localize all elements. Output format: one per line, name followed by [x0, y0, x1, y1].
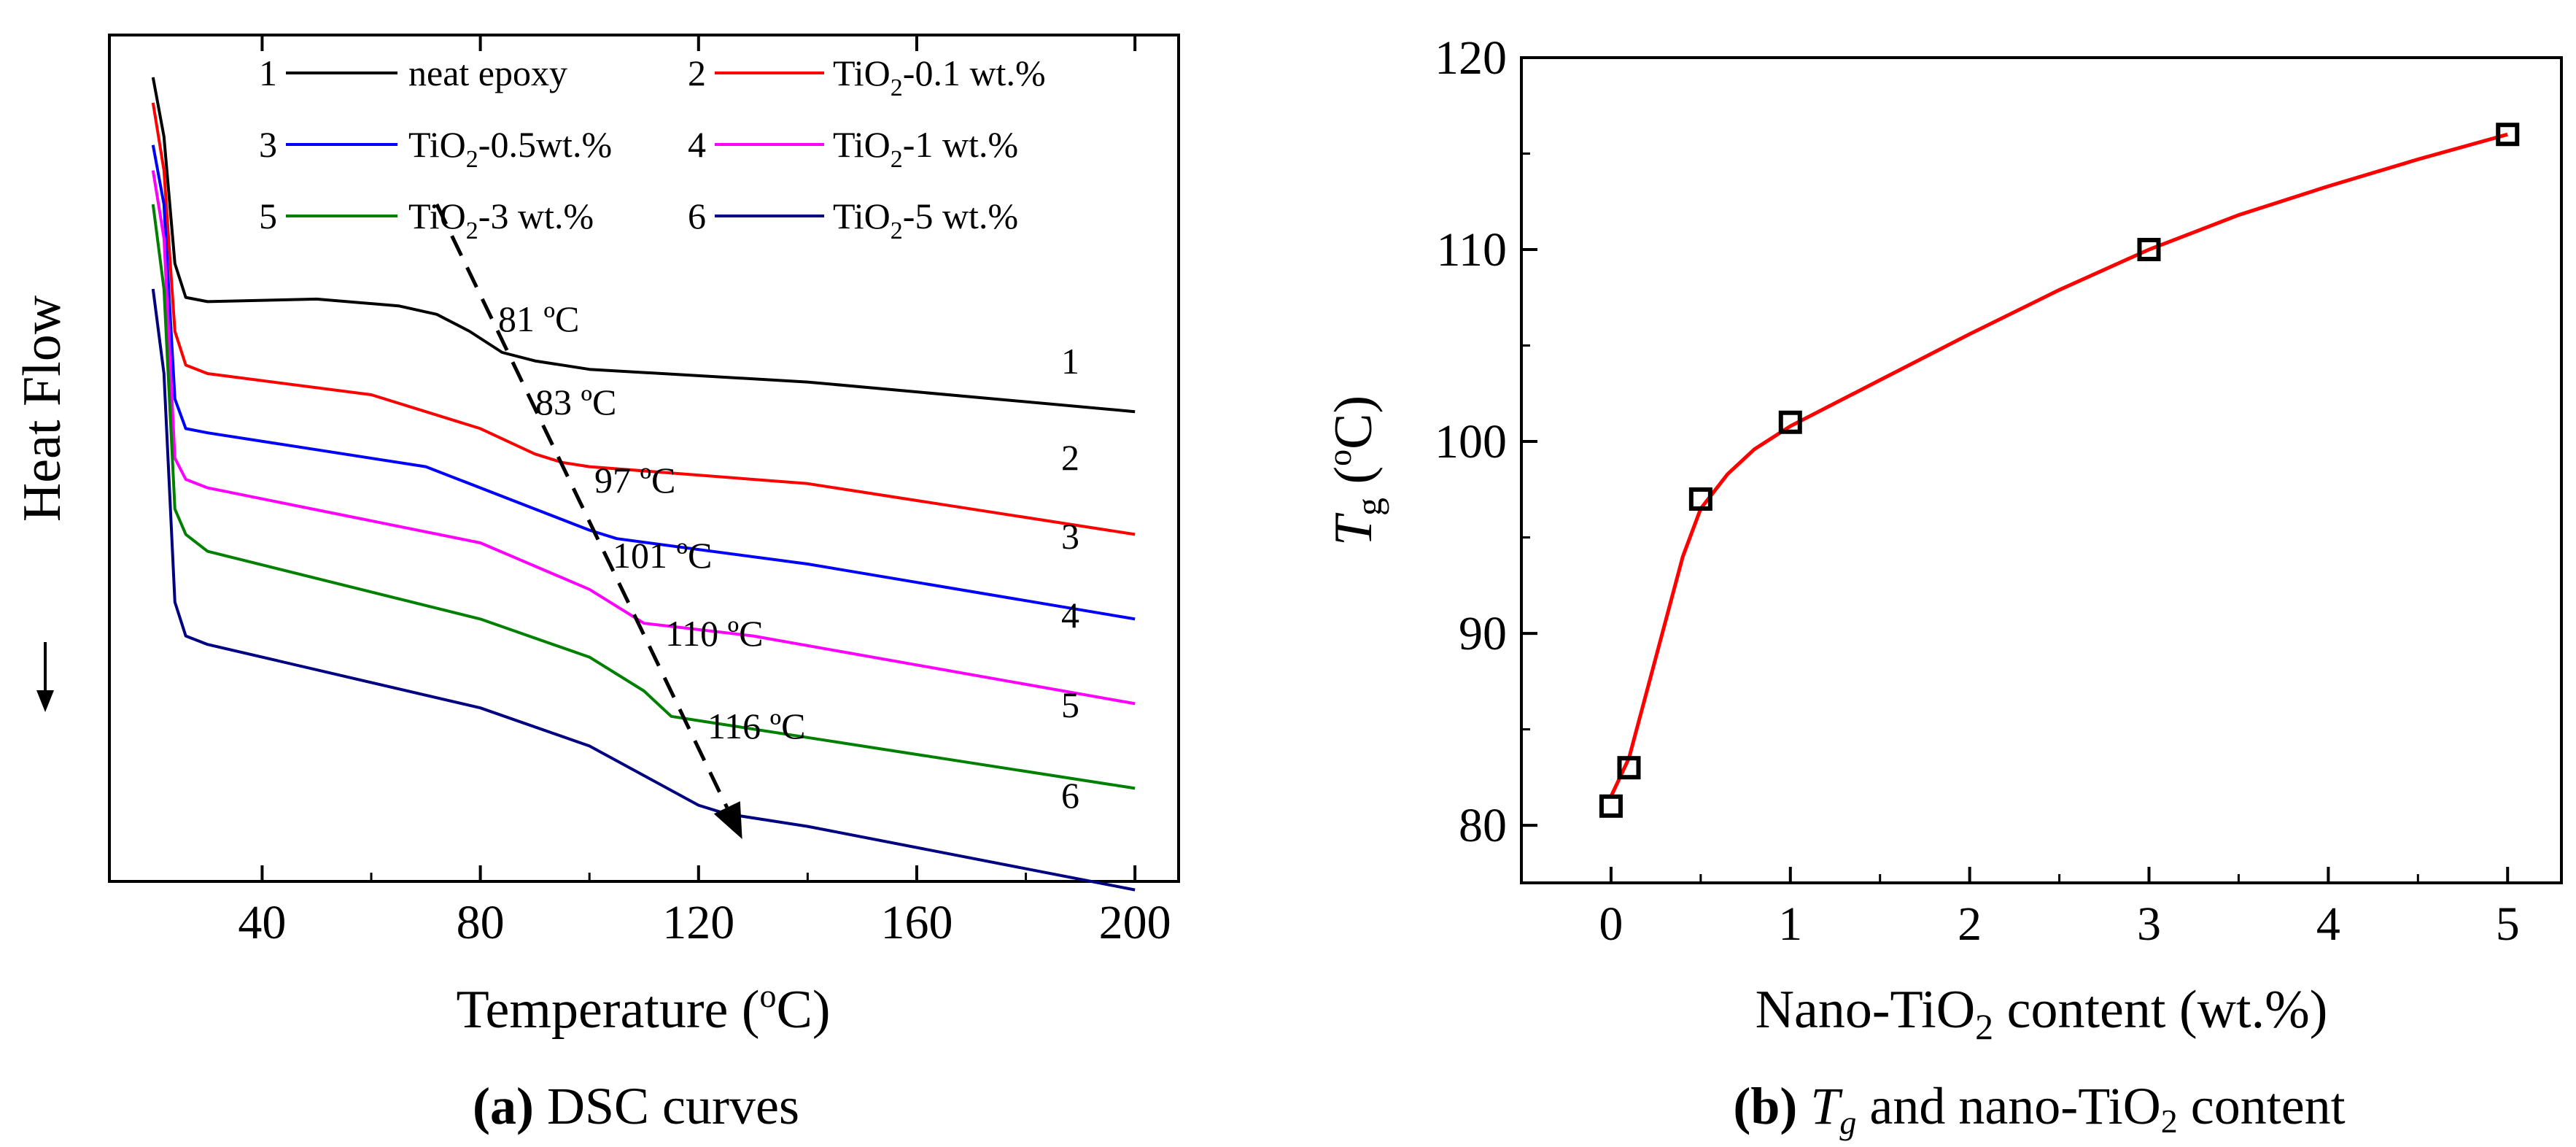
dsc-curve-5 — [151, 204, 1136, 790]
dsc-curve-3 — [151, 144, 1136, 621]
y-tick-label: 80 — [1459, 799, 1507, 852]
legend-number: 6 — [688, 196, 706, 236]
heat-flow-arrow-head — [36, 690, 54, 712]
tg-annotation: 81 ºC — [498, 298, 579, 339]
panel-b-y-ticks: 80 90 100 110 120 — [1435, 31, 1537, 852]
panel-a-x-ticks: 40 80 120 160 200 — [238, 35, 1171, 949]
tg-data-point — [1599, 794, 1623, 818]
y-tick-label: 90 — [1459, 607, 1507, 660]
tg-data-point — [1617, 756, 1641, 780]
tg-annotation: 101 ºC — [613, 535, 712, 576]
legend-label: TiO2-3 wt.% — [408, 196, 594, 244]
x-tick-label: 40 — [238, 896, 286, 949]
x-tick-label: 80 — [457, 896, 505, 949]
tg-annotation: 83 ºC — [535, 382, 616, 422]
panel-b-x-axis-title: Nano-TiO2 content (wt.%) — [1756, 980, 2328, 1047]
panel-b-caption: (b) Tg and nano-TiO2 content — [1733, 1077, 2345, 1141]
x-tick-label: 4 — [2316, 897, 2340, 951]
trend-dashed-arrow — [435, 203, 729, 808]
legend-number: 3 — [259, 124, 277, 165]
dsc-curve-1 — [151, 77, 1136, 414]
panel-b-plot-frame — [1520, 56, 2563, 884]
tg-annotation: 97 ºC — [594, 460, 675, 501]
legend-label: TiO2-1 wt.% — [833, 124, 1018, 173]
x-tick-label: 3 — [2137, 897, 2161, 951]
curve-number: 2 — [1061, 437, 1079, 478]
panel-b-y-axis-title: Tg (oC) — [1321, 395, 1389, 546]
legend-number: 1 — [259, 53, 277, 93]
curve-number: 5 — [1061, 684, 1079, 725]
y-tick-label: 120 — [1435, 31, 1507, 85]
panel-a-caption: (a) DSC curves — [473, 1077, 799, 1135]
legend-number: 4 — [688, 124, 706, 165]
tg-data-point — [1688, 487, 1712, 511]
tg-annotation: 110 ºC — [665, 613, 764, 654]
tg-data-point — [1778, 410, 1802, 434]
tg-data-point — [2137, 238, 2161, 262]
tg-annotation: 116 ºC — [707, 706, 806, 746]
panel-a-curve-numbers: 1 2 3 4 5 6 — [1061, 341, 1079, 816]
legend-label: TiO2-0.5wt.% — [408, 124, 612, 173]
curve-number: 4 — [1061, 595, 1079, 636]
legend-number: 5 — [259, 196, 277, 236]
dsc-curve-4 — [151, 170, 1136, 706]
panel-a-y-axis-title: Heat Flow — [12, 295, 72, 522]
panel-a-plot-frame — [108, 34, 1180, 883]
panel-a-tg-annotations: 81 ºC 83 ºC 97 ºC 101 ºC 110 ºC 116 ºC — [498, 298, 806, 746]
legend-label: TiO2-5 wt.% — [833, 196, 1018, 244]
panel-b-tg-vs-content: 0 1 2 3 4 5 80 90 100 110 120 Tg (oC) Nano-TiO2 c… — [1321, 31, 2563, 1141]
panel-a-x-axis-title: Temperature (oC) — [457, 977, 831, 1040]
tg-fit-curve — [1609, 132, 2508, 798]
curve-number: 6 — [1061, 775, 1079, 816]
x-tick-label: 200 — [1099, 896, 1171, 949]
x-tick-label: 0 — [1599, 897, 1623, 951]
tg-data-point — [2496, 123, 2520, 147]
dsc-curve-6 — [151, 288, 1136, 892]
legend-label: neat epoxy — [408, 53, 567, 93]
y-tick-label: 110 — [1436, 223, 1507, 277]
panel-a-dsc-curves: 40 80 120 160 200 1 neat epoxy 2 TiO2-0.1 wt.% 3… — [12, 34, 1180, 1135]
panel-a-curves — [151, 77, 1136, 892]
x-tick-label: 1 — [1778, 897, 1802, 951]
curve-number: 1 — [1061, 341, 1079, 382]
x-tick-label: 5 — [2496, 897, 2520, 951]
x-tick-label: 160 — [880, 896, 953, 949]
dsc-curve-2 — [151, 102, 1136, 536]
y-tick-label: 100 — [1435, 415, 1507, 468]
x-tick-label: 2 — [1958, 897, 1982, 951]
curve-number: 3 — [1061, 516, 1079, 557]
legend-label: TiO2-0.1 wt.% — [833, 53, 1046, 101]
x-tick-label: 120 — [662, 896, 734, 949]
legend-number: 2 — [688, 53, 706, 93]
panel-a-legend: 1 neat epoxy 2 TiO2-0.1 wt.% 3 TiO2-0.5wt.% 4 T… — [259, 53, 1046, 244]
panel-b-x-ticks: 0 1 2 3 4 5 — [1520, 867, 2520, 951]
trend-arrow-head — [713, 801, 742, 839]
tg-data-points — [1599, 123, 2520, 818]
